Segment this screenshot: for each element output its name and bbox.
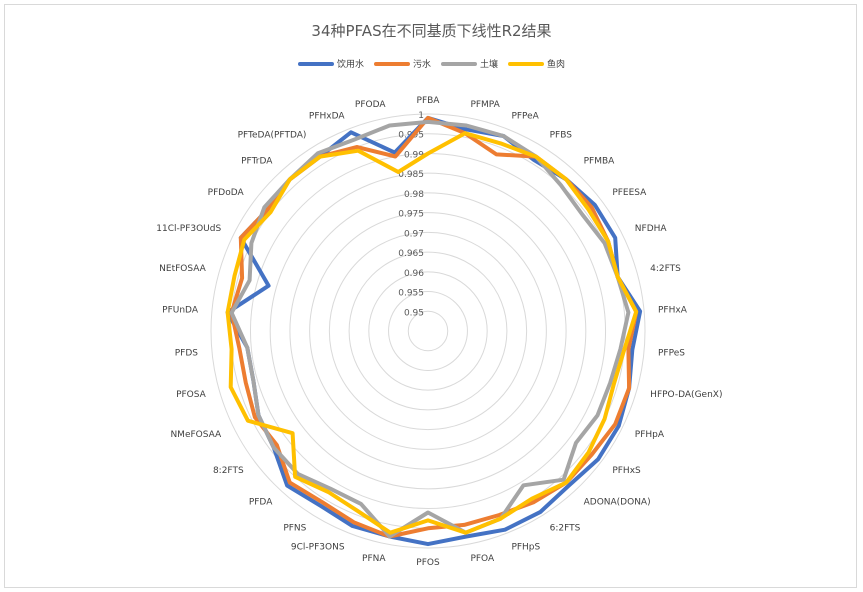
category-label: PFHxA [658,306,688,316]
legend-label: 土壤 [480,60,499,70]
radial-tick-label: 0.96 [404,269,424,279]
legend-item: 鱼肉 [508,57,565,70]
series-line [225,131,639,535]
category-label: 8:2FTS [213,466,244,476]
category-label: PFDS [175,348,199,358]
grid-ring [368,271,488,391]
grid-ring [388,291,468,371]
legend-swatch [508,61,545,66]
radial-tick-label: 0.97 [404,229,424,239]
category-label: PFNS [283,523,306,533]
category-label: PFBA [417,96,441,106]
legend-label: 污水 [412,60,431,70]
category-label: NFDHA [635,224,668,234]
radial-tick-label: 0.965 [398,249,424,259]
grid-ring [210,113,646,549]
category-label: PFTeDA(PFTDA) [238,131,307,141]
category-label: PFDA [249,498,273,508]
category-label: PFOSA [176,390,207,400]
category-label: PFDoDA [208,188,245,198]
category-label: PFOS [416,558,440,568]
category-label: PFODA [355,100,386,110]
category-label: PFNA [362,554,386,564]
grid-ring [309,212,547,450]
radial-tick-label: 0.99 [404,150,424,160]
category-label: PFHpA [635,430,665,440]
legend-swatch [373,61,410,66]
radial-tick-label: 0.985 [398,170,424,180]
category-label: ADONA(DONA) [584,498,651,508]
category-label: PFUnDA [162,306,199,316]
category-label: PFHxDA [309,112,345,122]
legend-label: 饮用水 [336,60,364,70]
grid-ring [289,192,567,470]
category-label: PFMBA [584,156,616,166]
chart-frame [4,4,857,588]
category-label: PFBS [550,131,573,141]
legend-swatch [297,61,334,66]
category-label: PFPeA [511,112,539,122]
category-label: PFEESA [612,188,647,198]
category-label: PFHxS [612,466,641,476]
radial-tick-label: 0.95 [404,308,424,318]
radial-tick-label: 0.98 [404,190,424,200]
legend-item: 土壤 [441,57,498,70]
grid-ring [269,172,587,490]
category-label: NMeFOSAA [170,430,222,440]
category-label: PFHpS [511,542,540,552]
legend-label: 鱼肉 [547,60,566,70]
category-label: PFMPA [470,100,500,110]
chart-title: 34种PFAS在不同基质下线性R2结果 [311,22,552,40]
grid-ring [348,251,508,411]
grid-ring [407,310,449,352]
category-label: 4:2FTS [650,264,681,274]
category-label: PFPeS [658,348,685,358]
category-label: 9Cl-PF3ONS [291,542,345,552]
radial-tick-label: 0.955 [398,289,424,299]
category-label: HFPO-DA(GenX) [650,390,722,400]
category-label: PFOA [470,554,495,564]
legend: 饮用水 污水 土壤 鱼肉 [0,57,863,70]
category-label: 11Cl-PF3OUdS [156,224,221,234]
grid-ring [249,152,607,510]
series-line [229,119,631,539]
grid-ring [328,231,528,431]
radial-tick-label: 0.975 [398,210,424,220]
legend-item: 污水 [373,57,431,70]
category-label: NEtFOSAA [159,264,206,274]
category-label: PFTrDA [241,156,273,166]
legend-swatch [441,61,477,66]
radial-tick-label: 1 [418,111,424,121]
legend-item: 饮用水 [297,57,364,70]
category-label: 6:2FTS [550,523,581,533]
